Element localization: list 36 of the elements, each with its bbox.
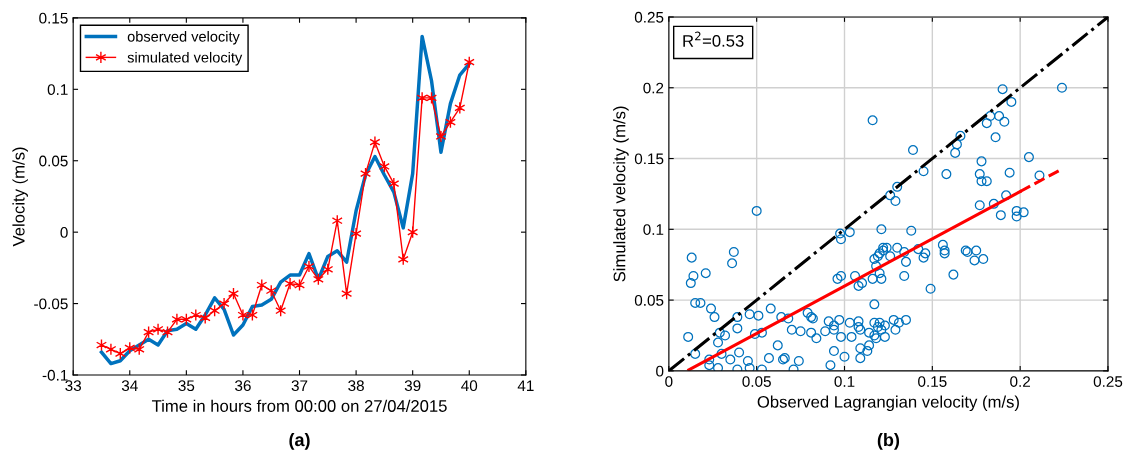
annotation: R$^{2}$=0.53 [683, 31, 744, 47]
x-tick-label: 40 [461, 380, 478, 392]
y-tick-label: 0.05 [39, 155, 68, 167]
x-tick-label: 39 [404, 380, 421, 392]
y-axis-title: Velocity (m/s) [12, 147, 28, 247]
x-tick-label: 35 [178, 380, 195, 392]
text: (a) [289, 432, 310, 450]
y-tick-label: -0.05 [34, 298, 68, 310]
y-tick-label: 0.1 [47, 84, 68, 96]
x-tick-label: 33 [65, 380, 82, 392]
y-tick-label: 0.25 [634, 11, 664, 23]
x-tick-label: 0.05 [742, 376, 771, 387]
y-tick-label: 0 [656, 365, 664, 377]
x-tick-label: 0.25 [1093, 376, 1123, 387]
y-tick-label: 0.15 [634, 153, 664, 165]
x-tick-label: 36 [235, 380, 251, 392]
x-tick-label: 0.2 [1010, 376, 1031, 387]
x-axis-title: Time in hours from 00:00 on 27/04/2015 [151, 399, 447, 412]
legend-label: simulated velocity [127, 51, 243, 66]
x-tick-label: 38 [348, 380, 364, 392]
y-tick-label: 0 [60, 227, 68, 238]
y-axis-title: Simulated velocity (m/s) [613, 106, 629, 282]
x-tick-label: 0.15 [918, 376, 947, 387]
y-tick-label: 0.1 [643, 224, 664, 235]
x-tick-label: 34 [121, 380, 138, 392]
legend-label: observed velocity [127, 31, 240, 45]
x-tick-label: 37 [291, 380, 308, 392]
text: (b) [877, 432, 900, 450]
y-tick-label: 0.15 [39, 12, 68, 24]
y-tick-label: 0.2 [643, 82, 664, 94]
x-tick-label: 0 [665, 376, 673, 387]
x-tick-label: 0.1 [834, 376, 855, 387]
x-axis-title: Observed Lagrangian velocity (m/s) [757, 395, 1019, 412]
y-tick-label: -0.1 [42, 369, 68, 381]
y-tick-label: 0.05 [634, 294, 664, 306]
x-tick-label: 41 [517, 380, 534, 391]
